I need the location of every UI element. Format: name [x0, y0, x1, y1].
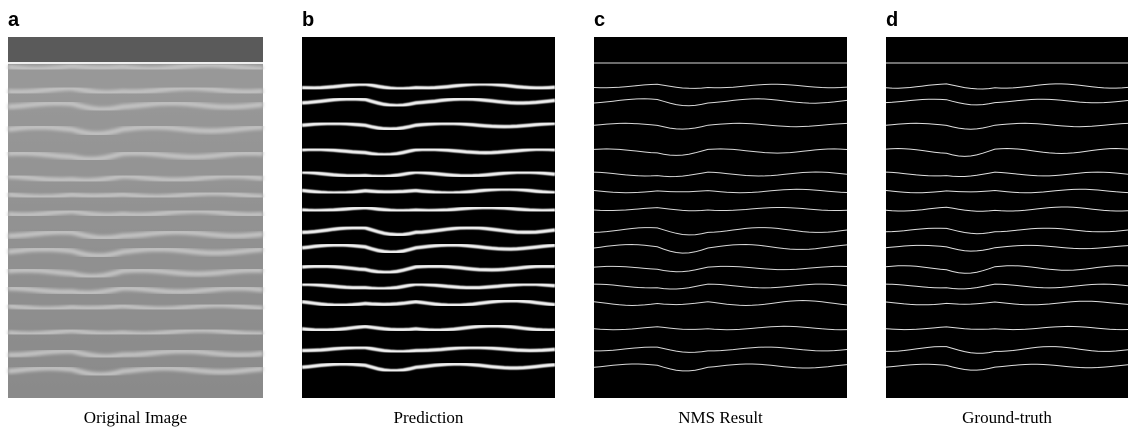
image-background	[302, 37, 555, 398]
image-band	[8, 348, 264, 360]
panel-image	[7, 37, 264, 398]
image-line	[593, 363, 848, 372]
image-line	[885, 300, 1128, 306]
image-band	[7, 229, 264, 241]
image-line	[885, 206, 1128, 212]
image-line	[593, 265, 848, 273]
image-band	[7, 190, 264, 200]
image-band	[7, 208, 264, 218]
image-line	[301, 362, 556, 373]
panel-letter: b	[302, 9, 314, 31]
panel: a Original Image	[7, 9, 264, 427]
image-line	[301, 225, 556, 237]
image-top	[8, 37, 263, 63]
image-line	[885, 363, 1128, 371]
image-line	[886, 346, 1128, 354]
image-line	[301, 147, 556, 157]
image-line	[301, 243, 556, 254]
panel: d Ground-truth	[885, 9, 1128, 427]
panel-caption: Prediction	[394, 408, 464, 427]
panel-image	[885, 37, 1128, 398]
image-band	[7, 124, 264, 137]
panel-image	[301, 37, 556, 398]
panel-caption: Ground-truth	[962, 408, 1052, 427]
panel-letter: d	[886, 9, 898, 31]
image-line	[594, 346, 848, 353]
image-line	[301, 264, 556, 275]
image-line	[593, 325, 848, 331]
image-line	[301, 205, 556, 213]
image-line	[885, 244, 1128, 252]
image-line	[593, 188, 848, 194]
image-line	[301, 298, 556, 308]
image-line	[885, 325, 1128, 331]
image-band	[7, 246, 264, 259]
panel-caption: Original Image	[84, 408, 187, 427]
image-band	[7, 285, 264, 296]
image-line	[593, 171, 848, 178]
image-line	[593, 83, 848, 89]
panel-letter: c	[594, 9, 605, 31]
image-line	[885, 227, 1128, 235]
image-band	[7, 173, 264, 184]
image-line	[593, 283, 848, 290]
image-line	[301, 121, 556, 131]
panel: b Prediction	[301, 9, 556, 427]
image-band	[7, 85, 264, 96]
image-background	[886, 37, 1128, 398]
image-line	[301, 187, 556, 195]
image-line	[593, 98, 848, 107]
image-line	[885, 188, 1128, 194]
image-line	[593, 148, 848, 156]
image-band	[7, 302, 264, 312]
panels: a Original Image b Prediction c NMS Result d Gr…	[7, 9, 1128, 427]
image-line	[301, 282, 556, 291]
image-band	[7, 150, 264, 162]
image-line	[885, 283, 1128, 290]
image-band	[7, 327, 264, 337]
panel-caption: NMS Result	[678, 408, 763, 427]
image-line	[885, 98, 1128, 106]
panel-image	[593, 37, 848, 398]
image-line	[593, 227, 848, 236]
image-line	[885, 122, 1128, 130]
image-line	[301, 97, 556, 108]
panel-letter: a	[8, 9, 20, 31]
image-band	[7, 62, 264, 72]
image-band	[7, 267, 264, 280]
image-line	[885, 147, 1128, 157]
image-line	[593, 207, 848, 212]
panel: c NMS Result	[593, 9, 848, 427]
image-line	[301, 82, 556, 91]
image-line	[593, 122, 848, 130]
image-background	[594, 37, 847, 398]
image-band	[7, 365, 264, 378]
image-line	[885, 265, 1128, 274]
image-line	[301, 345, 556, 354]
image-line	[885, 83, 1128, 90]
image-band	[7, 100, 264, 112]
image-line	[301, 170, 556, 179]
image-line	[301, 324, 556, 332]
image-line	[593, 243, 848, 254]
image-line	[885, 171, 1128, 177]
image-line	[593, 299, 848, 307]
